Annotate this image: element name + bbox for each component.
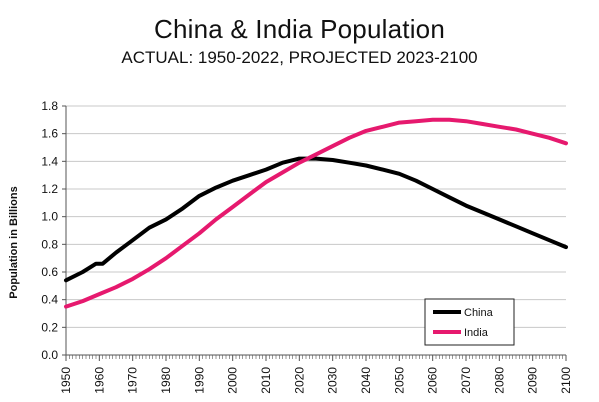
x-tick-label: 1950 (59, 367, 73, 394)
x-tick-label: 2090 (526, 367, 540, 394)
y-tick-label: 0.0 (41, 348, 58, 362)
series-line-india (64, 117, 568, 309)
legend-label-india: India (464, 327, 489, 339)
x-tick-label: 2040 (359, 367, 373, 394)
chart-subtitle: ACTUAL: 1950-2022, PROJECTED 2023-2100 (121, 48, 478, 67)
x-tick-label: 1960 (92, 367, 106, 394)
x-tick-label: 1980 (159, 367, 173, 394)
x-tick-label: 1970 (126, 367, 140, 394)
legend-label-china: China (464, 307, 494, 319)
x-tick-label: 2070 (459, 367, 473, 394)
y-tick-label: 0.8 (41, 237, 58, 251)
y-tick-label: 1.8 (41, 99, 58, 113)
y-tick-label: 0.6 (41, 265, 58, 279)
x-tick-label: 2000 (226, 367, 240, 394)
x-tick-label: 2080 (492, 367, 506, 394)
axes: 0.0 0.2 0.4 0.6 0.8 1.0 1.2 1.4 1.6 1.8 1950 1960 19… (41, 99, 573, 394)
x-tick-label: 2060 (426, 367, 440, 394)
legend: China India (424, 298, 515, 346)
y-tick-label: 1.4 (41, 154, 58, 168)
x-tick-label: 2020 (292, 367, 306, 394)
y-axis-title: Population in Billions (8, 186, 20, 298)
x-tick-label: 2010 (259, 367, 273, 394)
x-tick-label: 2100 (559, 367, 573, 394)
legend-box (424, 298, 515, 346)
y-tick-label: 1.0 (41, 210, 58, 224)
x-tick-label: 2050 (392, 367, 406, 394)
x-tick-label: 1990 (192, 367, 206, 394)
y-tick-label: 0.2 (41, 320, 58, 334)
y-tick-label: 1.2 (41, 182, 58, 196)
series-line-china (64, 156, 568, 283)
x-tick-label: 2030 (326, 367, 340, 394)
y-tick-label: 0.4 (41, 293, 58, 307)
y-tick-label: 1.6 (41, 127, 58, 141)
series-lines (64, 117, 568, 309)
chart-title: China & India Population (153, 14, 445, 44)
